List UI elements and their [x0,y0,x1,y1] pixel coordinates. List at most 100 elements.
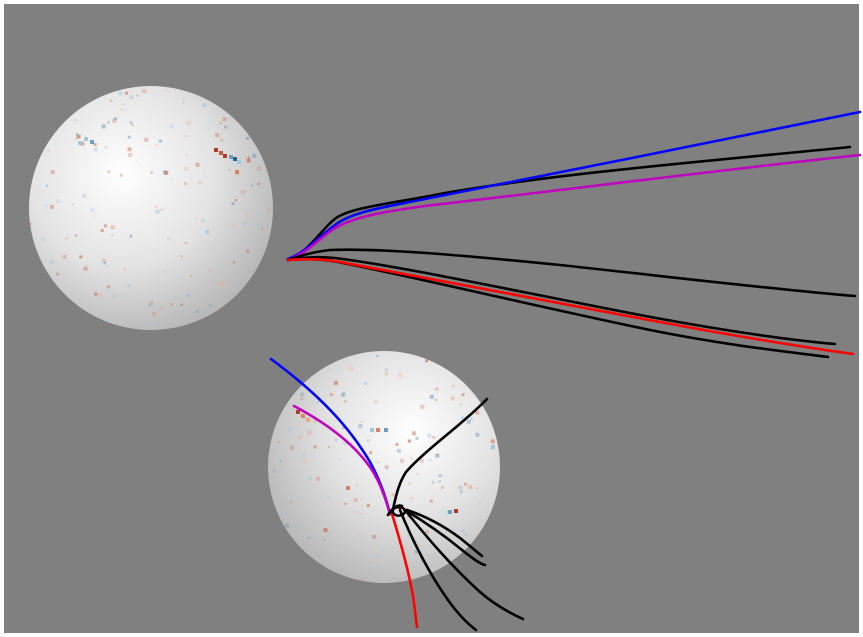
speckle [174,296,177,299]
speckle [464,482,467,486]
trajectory-lower-black-up [390,397,489,516]
speckle [323,528,328,533]
speckle [160,208,164,212]
speckle [457,485,461,489]
trajectory-upper-magenta [286,153,862,262]
speckle [441,486,444,489]
speckle [460,529,465,533]
speckle [75,234,78,237]
speckle [209,269,213,272]
speckle [333,380,338,385]
speckle [104,224,107,228]
speckle [76,134,81,139]
speckle [131,124,134,127]
speckle [298,524,302,528]
speckle [62,254,67,259]
trajectory-lower-black-down-d [405,508,484,558]
speckle [220,138,224,142]
speckle [459,490,463,494]
speckle [414,550,418,554]
speckle [83,266,88,271]
speckle [222,117,227,122]
speckle [182,98,185,101]
speckle [395,443,399,446]
speckle [327,496,331,499]
trajectory-lower-black-down-b [403,508,525,621]
speckle [307,536,311,540]
speckle [416,473,419,476]
speckle [90,208,95,213]
speckle [289,499,293,503]
speckle [461,393,465,397]
speckle [93,147,98,152]
speckle [164,170,169,175]
speckle [41,237,45,241]
speckle-dense [346,486,350,490]
speckle [231,202,235,205]
speckle [432,436,436,439]
speckle [93,143,97,146]
speckle [377,461,380,464]
speckle [144,137,149,142]
trajectory-lower-tangle [386,504,407,517]
speckle [334,438,338,442]
speckle [198,181,202,185]
speckle [460,416,465,421]
speckle [200,218,205,223]
speckle [127,284,130,287]
speckle [245,213,250,218]
speckle [359,579,362,582]
speckle [397,448,401,453]
speckle [261,227,264,230]
speckle-dense [376,428,380,432]
speckle [385,368,389,372]
speckle [475,410,480,415]
speckle [74,119,77,122]
speckle-dense [223,154,227,158]
speckle [252,153,257,158]
speckle [313,419,317,423]
speckle [491,445,495,450]
speckle [184,242,187,245]
trajectory-upper-black-low-a [286,255,837,346]
speckle [300,397,303,400]
speckle [329,393,333,397]
speckle [127,135,131,139]
speckle [341,392,346,397]
speckle [287,427,292,432]
speckle [360,420,363,423]
speckle [338,458,342,462]
speckle [470,417,474,421]
speckle [65,237,69,241]
speckle [277,441,280,444]
speckle [251,183,254,187]
trajectory-upper-black-high [286,145,852,261]
speckle [435,453,440,458]
speckle [120,108,124,112]
speckle-dense [370,428,374,432]
speckle [290,445,295,450]
speckle [194,218,197,221]
speckle [353,498,358,503]
speckle-dense [454,509,458,513]
speckle [110,225,115,230]
speckle [344,502,347,505]
trajectory-upper-black-mid [286,248,857,298]
speckle [400,458,405,463]
speckle-dense [237,160,241,164]
speckle [186,121,191,126]
speckle [55,199,60,204]
speckle [233,223,237,227]
speckle [101,124,106,129]
speckle [229,115,234,119]
speckle [195,162,200,167]
speckle [329,532,332,535]
speckle [112,118,117,123]
speckle [465,533,467,536]
speckle [358,424,363,429]
speckle [142,89,147,94]
speckle [123,293,126,296]
speckle [30,222,33,225]
speckle-dense [233,157,237,161]
